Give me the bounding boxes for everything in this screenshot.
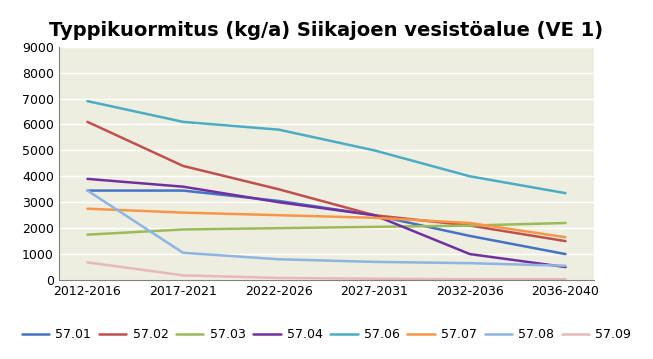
- 57.04: [179, 185, 187, 189]
- 57.03: [84, 233, 91, 237]
- Line: 57.09: 57.09: [88, 262, 565, 279]
- 57.03: [179, 227, 187, 232]
- 57.09: [562, 277, 569, 281]
- 57.09: [275, 276, 283, 280]
- 57.09: [466, 277, 474, 281]
- 57.02: [466, 223, 474, 228]
- Line: 57.06: 57.06: [88, 101, 565, 193]
- 57.06: [370, 148, 378, 153]
- 57.06: [84, 99, 91, 103]
- 57.08: [84, 188, 91, 193]
- 57.08: [179, 251, 187, 255]
- Line: 57.04: 57.04: [88, 179, 565, 267]
- Title: Typpikuormitus (kg/a) Siikajoen vesistöalue (VE 1): Typpikuormitus (kg/a) Siikajoen vesistöa…: [50, 20, 603, 39]
- 57.01: [275, 199, 283, 203]
- 57.04: [562, 265, 569, 269]
- 57.04: [84, 177, 91, 181]
- 57.04: [370, 213, 378, 217]
- 57.09: [84, 260, 91, 265]
- 57.09: [179, 273, 187, 278]
- 57.04: [466, 252, 474, 256]
- 57.01: [84, 188, 91, 193]
- 57.01: [179, 188, 187, 193]
- 57.07: [275, 213, 283, 217]
- 57.07: [466, 221, 474, 225]
- 57.08: [275, 257, 283, 261]
- 57.07: [370, 216, 378, 220]
- Line: 57.07: 57.07: [88, 209, 565, 237]
- 57.02: [562, 239, 569, 243]
- 57.03: [466, 223, 474, 228]
- 57.03: [562, 221, 569, 225]
- 57.06: [179, 120, 187, 124]
- 57.04: [275, 200, 283, 204]
- 57.08: [370, 260, 378, 264]
- Line: 57.03: 57.03: [88, 223, 565, 235]
- 57.09: [370, 276, 378, 281]
- 57.07: [562, 235, 569, 239]
- Line: 57.02: 57.02: [88, 122, 565, 241]
- 57.07: [84, 206, 91, 211]
- 57.08: [466, 261, 474, 265]
- 57.03: [275, 226, 283, 230]
- 57.01: [562, 252, 569, 256]
- 57.02: [275, 187, 283, 191]
- 57.06: [562, 191, 569, 195]
- Legend: 57.01, 57.02, 57.03, 57.04, 57.06, 57.07, 57.08, 57.09: 57.01, 57.02, 57.03, 57.04, 57.06, 57.07…: [22, 328, 631, 341]
- 57.06: [275, 127, 283, 132]
- 57.06: [466, 174, 474, 178]
- 57.01: [370, 213, 378, 217]
- 57.07: [179, 210, 187, 215]
- 57.08: [562, 264, 569, 268]
- 57.02: [179, 164, 187, 168]
- 57.03: [370, 225, 378, 229]
- 57.01: [466, 234, 474, 238]
- Line: 57.08: 57.08: [88, 191, 565, 266]
- 57.02: [370, 213, 378, 217]
- 57.02: [84, 120, 91, 124]
- Line: 57.01: 57.01: [88, 191, 565, 254]
